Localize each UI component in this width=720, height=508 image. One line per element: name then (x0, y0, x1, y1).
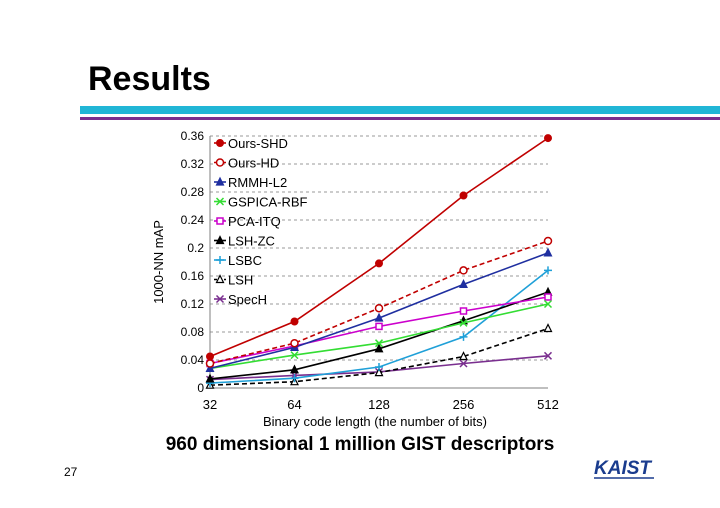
data-point (459, 318, 468, 327)
data-point (459, 191, 468, 200)
data-point (374, 367, 384, 377)
y-tick-label: 0.04 (181, 353, 205, 367)
title-accent-line (80, 117, 720, 120)
data-point (216, 256, 224, 264)
series-lsbc (206, 266, 552, 388)
data-point (215, 158, 225, 167)
data-point (375, 259, 383, 268)
data-point (374, 339, 384, 348)
series-gspica-rbf (205, 299, 553, 373)
legend-label: PCA-ITQ (228, 214, 281, 229)
legend-label: Ours-HD (228, 156, 279, 171)
legend-item: LSH-ZC (214, 234, 275, 249)
legend-item: Ours-SHD (214, 136, 288, 151)
data-point (375, 363, 383, 371)
x-tick-label: 32 (203, 397, 217, 412)
data-point (543, 247, 553, 257)
slide-title: Results (88, 60, 211, 98)
data-point (215, 176, 225, 186)
y-tick-label: 0.12 (181, 297, 205, 311)
x-tick-label: 64 (287, 397, 301, 412)
data-point (205, 363, 215, 372)
data-point (459, 279, 468, 288)
data-point (459, 359, 468, 368)
kaist-logo: KAIST (594, 458, 654, 479)
legend-label: LSH-ZC (228, 234, 275, 249)
data-point (374, 343, 384, 353)
title-accent-bar (80, 106, 720, 114)
legend-label: GSPICA-RBF (228, 195, 308, 210)
data-point (290, 317, 299, 326)
svg-text:KAIST: KAIST (594, 458, 652, 479)
data-point (216, 139, 224, 147)
data-point (544, 293, 552, 301)
legend-item: SpecH (214, 292, 267, 307)
data-point (544, 266, 552, 275)
legend-item: Ours-HD (214, 156, 279, 171)
x-axis-label: Binary code length (the number of bits) (263, 414, 487, 429)
data-point (459, 266, 468, 275)
legend-label: LSBC (228, 253, 262, 268)
data-point (215, 197, 225, 206)
legend-item: LSBC (214, 253, 262, 268)
data-point (543, 299, 553, 309)
y-tick-label: 0.2 (187, 241, 204, 255)
data-point (205, 373, 215, 383)
data-point (543, 351, 553, 360)
data-point (543, 236, 553, 246)
y-tick-label: 0.16 (181, 269, 205, 283)
x-tick-label: 256 (453, 397, 475, 412)
x-tick-label: 512 (537, 397, 559, 412)
chart-caption: 960 dimensional 1 million GIST descripto… (165, 434, 555, 455)
y-axis-label: 1000-NN mAP (151, 220, 166, 304)
legend-label: RMMH-L2 (228, 175, 287, 190)
legend-label: Ours-SHD (228, 136, 288, 151)
data-point (459, 332, 468, 341)
series-ours-hd (205, 236, 553, 368)
legend-item: LSH (214, 273, 253, 288)
series-lsh (205, 323, 553, 389)
data-point (459, 307, 468, 315)
legend-label: SpecH (228, 292, 267, 307)
data-point (205, 359, 215, 368)
data-point (290, 374, 299, 383)
data-point (215, 274, 225, 284)
data-point (459, 351, 468, 361)
legend-label: LSH (228, 273, 253, 288)
data-point (290, 351, 299, 360)
data-point (374, 303, 384, 313)
y-tick-label: 0.32 (181, 157, 205, 171)
data-point (216, 217, 224, 225)
data-point (215, 235, 225, 245)
data-point (206, 352, 214, 361)
data-point (375, 322, 383, 331)
y-tick-label: 0.28 (181, 185, 205, 199)
legend-item: GSPICA-RBF (214, 195, 308, 210)
legend: Ours-SHD Ours-HD RMMH-L2 GSPICA-RBF PCA-ITQ L… (214, 136, 308, 307)
legend-item: RMMH-L2 (214, 175, 287, 190)
y-tick-label: 0.08 (181, 325, 205, 339)
data-point (290, 364, 299, 374)
y-tick-label: 0.36 (181, 129, 205, 143)
x-tick-label: 128 (368, 397, 390, 412)
data-point (290, 338, 299, 348)
series-rmmh-l2 (205, 247, 553, 372)
y-tick-label: 0.24 (181, 213, 205, 227)
y-tick-label: 0 (197, 381, 204, 395)
data-point (374, 312, 384, 322)
series-ours-shd (206, 134, 552, 361)
data-point (215, 294, 225, 304)
data-point (543, 323, 553, 333)
data-point (544, 134, 552, 143)
page-number: 27 (64, 465, 78, 479)
legend-item: PCA-ITQ (214, 214, 281, 229)
